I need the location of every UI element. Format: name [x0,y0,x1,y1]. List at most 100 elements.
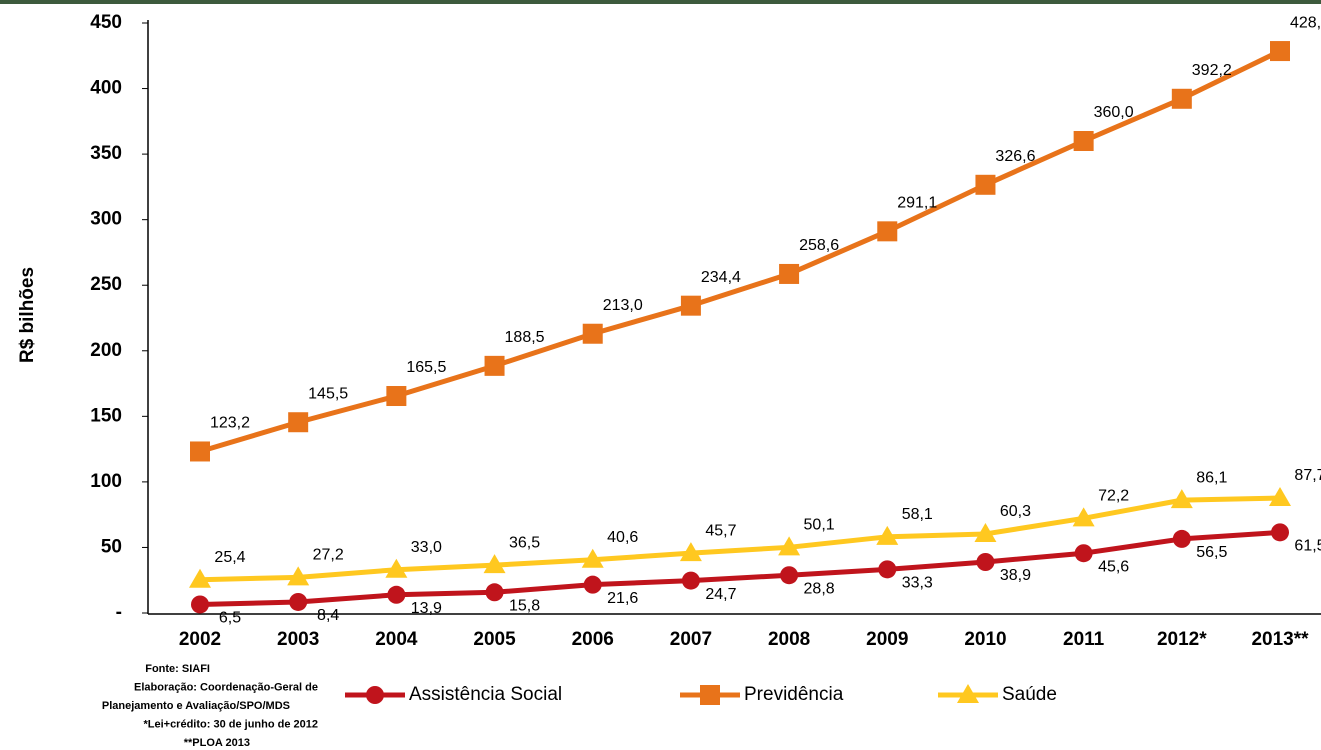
legend-label: Previdência [744,684,844,705]
point-marker [484,355,505,376]
point-marker [1073,131,1094,151]
value-label: 40,6 [607,529,638,546]
x-tick-label: 2010 [964,629,1006,650]
value-label: 8,4 [317,607,339,624]
value-label: 21,6 [607,590,638,607]
point-marker [976,552,995,571]
x-tick-label: 2011 [1063,629,1105,650]
value-label: 45,6 [1098,558,1129,575]
source-note: Elaboração: Coordenação-Geral de [134,681,318,693]
x-tick-label: 2007 [670,629,712,650]
point-marker [779,263,800,284]
x-tick-label: 2004 [375,629,418,650]
value-label: 27,2 [313,547,344,564]
point-marker [878,560,897,579]
point-marker [680,295,701,316]
value-label: 36,5 [509,534,540,551]
value-label: 60,3 [1000,503,1031,520]
value-label: 6,5 [219,610,241,627]
point-marker [974,522,997,542]
point-marker [679,542,702,562]
value-label: 360,0 [1094,104,1134,121]
y-tick-label: 150 [90,405,122,426]
value-label: 145,5 [308,385,348,402]
x-tick-label: 2005 [473,629,516,650]
value-label: 56,5 [1196,544,1227,561]
value-label: 86,1 [1196,469,1227,486]
value-label: 15,8 [509,598,540,615]
point-marker [582,323,603,344]
y-tick-label: 100 [90,471,122,492]
point-marker [780,566,799,585]
point-marker [1170,489,1193,509]
source-note: Fonte: SIAFI [145,663,210,675]
point-marker [1271,523,1289,542]
point-marker [1270,41,1290,62]
x-tick-label: 2008 [768,629,810,650]
point-marker [1171,88,1192,109]
value-label: 45,7 [705,522,736,539]
legend-marker [366,686,384,704]
value-label: 38,9 [1000,567,1031,584]
source-note: *Lei+crédito: 30 de junho de 2012 [143,718,318,730]
legend-marker [957,684,979,703]
y-tick-label: 200 [90,340,122,361]
x-tick-label: 2009 [866,629,908,650]
point-marker [975,174,996,195]
y-tick-label: 300 [90,209,122,230]
value-label: 258,6 [799,237,839,254]
point-marker [1172,529,1191,548]
legend-label: Assistência Social [409,684,562,705]
point-marker [1074,544,1093,563]
value-label: 24,7 [705,586,736,603]
point-marker [289,592,308,611]
value-label: 50,1 [804,517,835,534]
value-label: 123,2 [210,415,250,432]
point-marker [287,566,310,586]
point-marker [1072,507,1095,527]
value-label: 33,0 [411,539,442,556]
value-label: 291,1 [897,195,937,212]
x-tick-label: 2012* [1157,629,1207,650]
value-label: 326,6 [995,148,1035,165]
point-marker [485,583,504,602]
value-label: 165,5 [406,359,446,376]
y-tick-label: 450 [90,12,122,33]
value-label: 213,0 [603,297,643,314]
y-tick-label: 350 [90,143,122,164]
y-tick-label: - [116,602,122,623]
point-marker [385,558,408,578]
point-marker [190,441,210,462]
point-marker [1269,487,1291,507]
top-border [0,0,1321,4]
value-label: 25,4 [214,549,245,566]
point-marker [386,386,407,407]
point-marker [681,571,700,590]
value-label: 72,2 [1098,488,1129,505]
point-marker [877,221,898,242]
point-marker [778,536,801,556]
series-line [199,48,1282,454]
value-label: 428,6 [1290,14,1321,31]
value-label: 87,7 [1294,467,1321,484]
value-label: 234,4 [701,269,741,286]
source-note: Planejamento e Avaliação/SPO/MDS [102,700,290,712]
x-tick-label: 2013** [1251,629,1309,650]
source-note: **PLOA 2013 [184,737,250,749]
legend-label: Saúde [1002,684,1057,705]
series-line [199,495,1281,583]
value-label: 13,9 [411,600,442,617]
x-tick-label: 2003 [277,629,319,650]
series-line [199,529,1281,607]
value-label: 61,5 [1294,538,1321,555]
point-marker [288,412,309,433]
value-label: 188,5 [505,329,545,346]
y-tick-label: 400 [90,78,122,99]
y-tick-label: 50 [101,536,122,557]
y-tick-label: 250 [90,274,122,295]
point-marker [191,595,209,614]
value-label: 33,3 [902,575,933,592]
legend-marker [700,685,720,705]
point-marker [387,585,406,604]
